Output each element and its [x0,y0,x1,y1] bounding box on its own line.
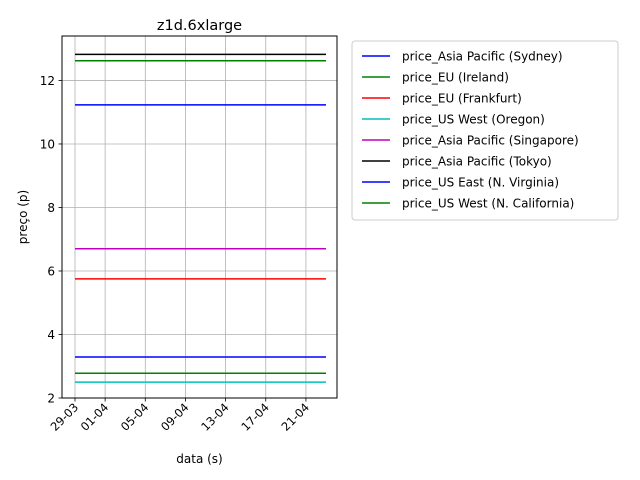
legend-label: price_EU (Frankfurt) [402,92,522,106]
grid [62,36,337,399]
x-tick-label: 09-04 [158,400,192,434]
x-tick-label: 01-04 [78,400,112,434]
legend-frame [351,40,619,221]
legend-label: price_EU (Ireland) [402,71,509,85]
y-tick-label: 2 [47,392,55,406]
x-tick-label: 21-04 [279,400,313,434]
legend-label: price_Asia Pacific (Sydney) [402,50,563,64]
plot-area-frame [61,35,338,399]
y-tick-label: 10 [40,137,55,151]
x-tick-label: 17-04 [238,400,272,434]
series-lines [75,53,326,383]
legend-label: price_US West (Oregon) [402,113,545,127]
y-axis-label: preço (p) [16,190,30,244]
chart-title: z1d.6xlarge [157,18,242,34]
legend-label: price_Asia Pacific (Singapore) [402,134,579,148]
legend-label: price_Asia Pacific (Tokyo) [402,155,552,169]
legend-label: price_US West (N. California) [402,197,574,211]
y-tick-label: 12 [40,74,55,88]
legend-label: price_US East (N. Virginia) [402,176,559,190]
y-tick-label: 6 [47,264,55,278]
y-tick-label: 8 [47,201,55,215]
y-axis: 2 4 6 8 10 12 [40,74,62,406]
x-tick-label: 05-04 [118,400,152,434]
legend: price_Asia Pacific (Sydney) price_EU (Ire… [351,40,619,221]
y-tick-label: 4 [47,328,55,342]
x-axis-label: data (s) [176,452,222,466]
x-tick-label: 13-04 [198,400,232,434]
